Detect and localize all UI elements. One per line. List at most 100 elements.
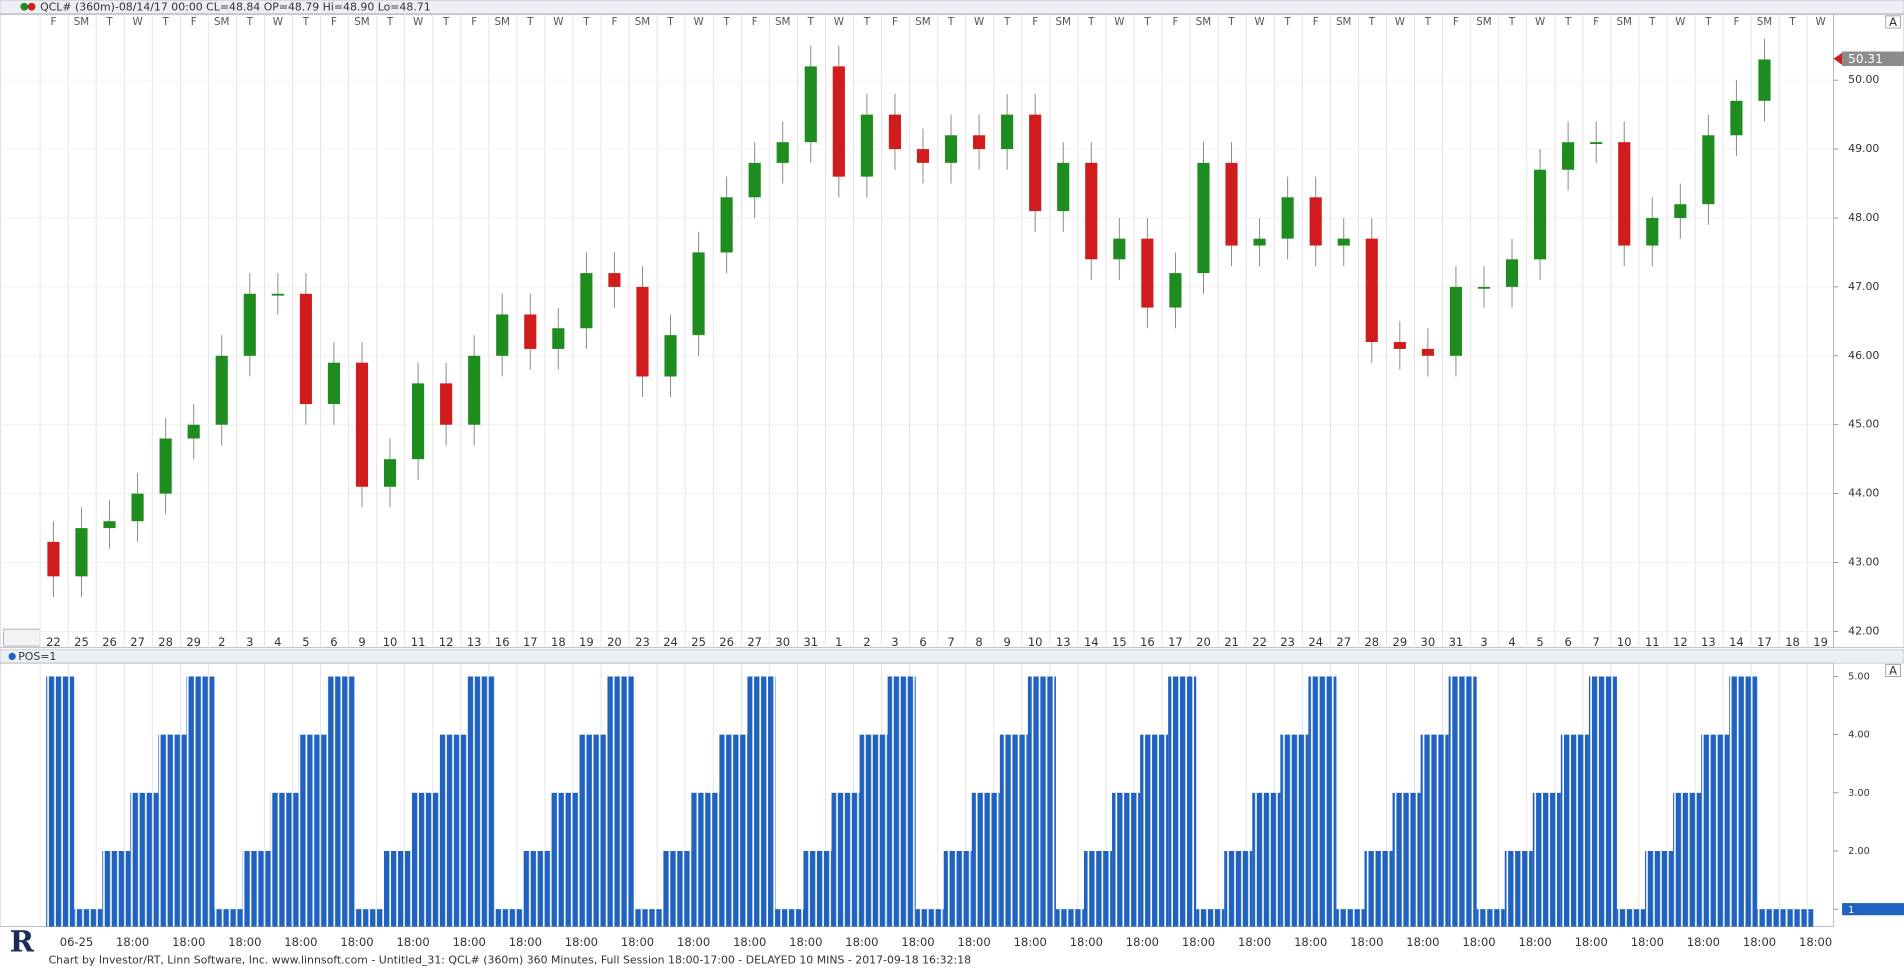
candle-body [580,273,593,329]
x-tick-label: 27 [130,635,145,649]
pos-bar [1252,792,1281,927]
weekday-label: T [1368,16,1376,28]
x-tick-label: 18:00 [621,935,654,949]
pos-bar [1027,676,1056,927]
scale-button[interactable] [1885,15,1901,29]
pos-bar [1308,676,1337,927]
x-tick-label: 14 [1084,635,1099,649]
x-tick-label: 30 [775,635,790,649]
candle-body [1337,238,1350,246]
candle-body [243,293,256,356]
scale-button-label[interactable]: A [1889,15,1897,29]
weekday-label: SM [1617,16,1632,28]
candle-body [1477,286,1491,289]
candle-body [1001,114,1014,150]
pos-bar [1196,909,1225,927]
pos-bar [1055,909,1084,927]
weekday-label: SM [214,16,229,28]
candle-body [383,459,397,487]
weekday-label: W [1254,16,1264,28]
pos-bar [438,734,467,927]
weekday-label: T [1003,16,1011,28]
weekday-label: F [191,16,197,28]
x-tick-label: 30 [1421,635,1436,649]
candle-body [327,362,340,405]
candle-body [748,162,761,198]
footer: Chart by Investor/RT, Linn Software, Inc… [49,954,972,967]
x-tick-label: 7 [1593,635,1600,649]
x-tick-label: 10 [383,635,398,649]
candle-body [860,114,873,177]
x-tick-label: 18:00 [1350,935,1383,949]
scale-button[interactable] [1885,663,1901,677]
y-tick-label: 3.00 [1848,788,1870,799]
weekday-label: W [834,16,844,28]
weekday-label: W [974,16,984,28]
pos-bar [494,909,523,927]
x-tick-label: 1 [835,635,842,649]
x-tick-label: 18:00 [1631,935,1664,949]
x-tick-label: 4 [274,635,281,649]
x-tick-label: 22 [1252,635,1267,649]
x-tick-label: 17 [1757,635,1772,649]
x-tick-label: 3 [1480,635,1487,649]
pos-bar [1112,792,1141,927]
x-tick-label: 2 [218,635,225,649]
pos-bar [1588,676,1617,927]
x-tick-label: 24 [663,635,678,649]
y-tick-label: 4.00 [1848,730,1870,741]
pos-bar [1785,909,1814,927]
x-tick-label: 2 [863,635,870,649]
x-tick-label: 16 [495,635,510,649]
x-tick-label: 26 [102,635,117,649]
y-tick-label: 49.00 [1848,142,1879,155]
candle-body [1449,286,1462,356]
pos-bar [1168,676,1197,927]
weekday-label: SM [1476,16,1491,28]
x-tick-label: 18:00 [453,935,486,949]
weekday-label: F [752,16,758,28]
pos-bar [887,676,916,927]
pos-bar [1083,850,1113,927]
weekday-label: SM [915,16,930,28]
x-tick-label: 18:00 [1687,935,1720,949]
candle-body [776,142,789,163]
weekday-label: F [1453,16,1459,28]
weekday-label: F [1172,16,1178,28]
weekday-label: W [132,16,142,28]
pos-bar [186,676,215,927]
x-tick-label: 6 [1564,635,1571,649]
pos-bar [1757,909,1786,927]
scale-button-label[interactable]: A [1889,664,1897,678]
candle-body [1758,59,1771,101]
x-tick-label: 25 [74,635,89,649]
value-label: 1 [1848,905,1854,916]
pos-bar [1392,792,1421,927]
weekday-label: W [1114,16,1124,28]
candle-body [47,541,60,577]
x-tick-label: 18:00 [845,935,878,949]
pos-title: POS=1 [18,650,56,663]
x-tick-label: 21 [1224,635,1239,649]
candle-body [103,521,116,529]
pos-bar [1644,850,1674,927]
x-tick-label: 5 [1536,635,1543,649]
candle-body [1674,204,1687,218]
weekday-label: T [1227,16,1235,28]
pos-bar [1616,909,1645,927]
pos-bar [130,792,159,927]
weekday-label: W [693,16,703,28]
x-tick-label: 20 [607,635,622,649]
x-tick-label: 18:00 [284,935,317,949]
y-tick-label: 44.00 [1848,487,1879,500]
y-tick-label: 45.00 [1848,418,1879,431]
x-tick-label: 18:00 [789,935,822,949]
price-label: 50.31 [1848,52,1883,66]
pos-bar [1420,734,1449,927]
x-tick-label: 26 [719,635,734,649]
pos-bar [915,909,944,927]
x-tick-label: 16 [1140,635,1155,649]
x-tick-label: 28 [158,635,173,649]
status-dot [27,2,36,11]
x-tick-label: 18:00 [733,935,766,949]
